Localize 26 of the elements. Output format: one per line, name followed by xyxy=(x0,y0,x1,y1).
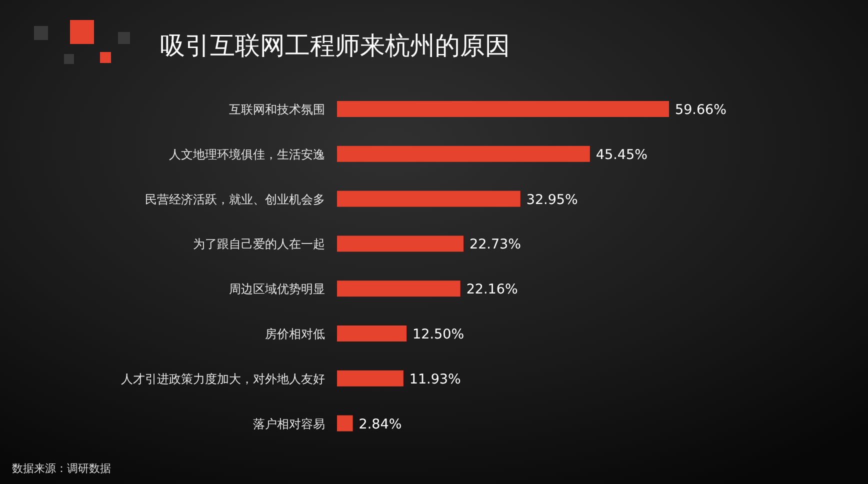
data-label: 45.45% xyxy=(596,146,648,163)
y-tick-label: 为了跟自己爱的人在一起 xyxy=(193,237,325,252)
y-tick-label: 房价相对低 xyxy=(265,327,325,341)
bar xyxy=(337,415,353,432)
bar xyxy=(337,190,520,207)
bar xyxy=(337,101,669,117)
y-tick-label: 互联网和技术氛围 xyxy=(229,102,325,116)
y-tick-label: 人文地理环境俱佳，生活安逸 xyxy=(169,147,325,162)
bar xyxy=(337,280,460,297)
data-label: 2.84% xyxy=(358,416,402,432)
data-label: 22.73% xyxy=(469,236,522,253)
bar xyxy=(337,146,590,162)
y-tick-label: 人才引进政策力度加大，对外地人友好 xyxy=(121,372,325,386)
y-tick-label: 民营经济活跃，就业、创业机会多 xyxy=(145,192,325,206)
bar xyxy=(337,370,404,386)
data-label: 11.93% xyxy=(409,371,462,388)
title: 吸引互联网工程师来杭州的原因 xyxy=(160,31,510,60)
source-note: 数据来源：调研数据 xyxy=(12,462,111,475)
data-label: 22.16% xyxy=(466,282,518,298)
bar xyxy=(337,236,464,252)
y-tick-label: 周边区域优势明显 xyxy=(229,282,325,296)
data-label: 59.66% xyxy=(675,102,727,118)
y-tick-label: 落户相对容易 xyxy=(253,416,325,431)
data-label: 12.50% xyxy=(412,326,464,342)
data-label: 32.95% xyxy=(526,192,578,208)
bar xyxy=(337,326,407,342)
